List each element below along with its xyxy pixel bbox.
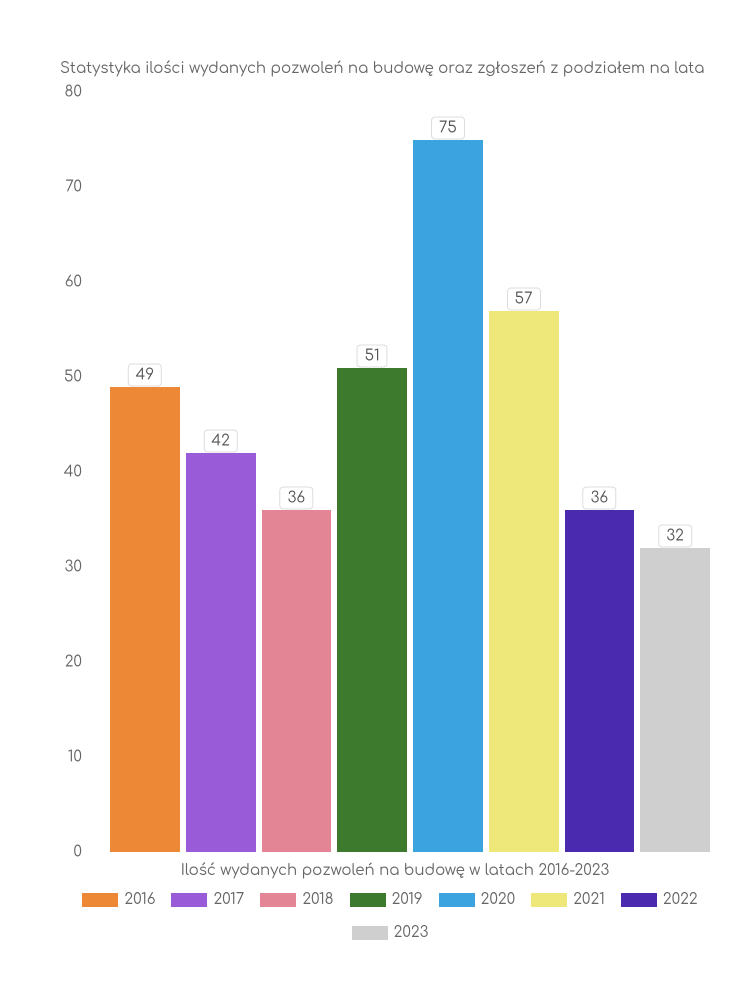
- legend-item-2019: 2019: [350, 891, 423, 908]
- y-tick: 0: [73, 844, 82, 861]
- bar-2018: 36: [262, 510, 332, 852]
- legend-label: 2022: [663, 891, 698, 908]
- bar-value-label: 51: [357, 344, 388, 367]
- bar-value-label: 57: [507, 287, 541, 310]
- legend-swatch: [171, 893, 207, 907]
- bar-value-label: 32: [658, 525, 692, 548]
- legend-item-2017: 2017: [171, 891, 244, 908]
- bar-2017: 42: [186, 453, 256, 852]
- legend-label: 2023: [394, 924, 429, 941]
- legend-swatch: [352, 926, 388, 940]
- bar-2016: 49: [110, 387, 180, 853]
- legend-swatch: [531, 893, 567, 907]
- legend-swatch: [350, 893, 386, 907]
- bar-value-label: 49: [128, 363, 162, 386]
- y-tick: 80: [65, 84, 82, 101]
- legend-label: 2018: [302, 891, 333, 908]
- legend-item-2023: 2023: [352, 924, 429, 941]
- legend-item-2020: 2020: [439, 891, 516, 908]
- legend-label: 2020: [481, 891, 516, 908]
- bar-2020: 75: [413, 140, 483, 853]
- legend: 2016 2017 2018 2019 2020 2021 2022 2023: [70, 891, 710, 941]
- y-tick: 50: [64, 369, 82, 386]
- bar-2023: 32: [640, 548, 710, 852]
- legend-swatch: [260, 893, 296, 907]
- bar-value-label: 36: [280, 487, 313, 510]
- bar-chart: Statystyka ilości wydanych pozwoleń na b…: [50, 60, 710, 960]
- bars-group: 4942365175573632: [110, 92, 710, 852]
- bar-value-label: 75: [431, 116, 465, 139]
- x-axis-label: Ilość wydanych pozwoleń na budowę w lata…: [80, 862, 710, 879]
- bar-value-label: 36: [583, 487, 616, 510]
- legend-swatch: [439, 893, 475, 907]
- y-tick: 20: [65, 654, 82, 671]
- y-tick: 60: [65, 274, 82, 291]
- y-tick: 10: [68, 749, 82, 766]
- chart-title: Statystyka ilości wydanych pozwoleń na b…: [60, 60, 710, 77]
- legend-item-2021: 2021: [531, 891, 605, 908]
- y-tick: 30: [65, 559, 82, 576]
- y-axis: 01020304050607080: [50, 92, 90, 852]
- legend-item-2016: 2016: [82, 891, 155, 908]
- bar-2019: 51: [337, 368, 407, 853]
- legend-label: 2021: [573, 891, 605, 908]
- legend-item-2018: 2018: [260, 891, 333, 908]
- bar-value-label: 42: [203, 430, 237, 453]
- y-tick: 40: [64, 464, 82, 481]
- legend-swatch: [82, 893, 118, 907]
- legend-label: 2016: [124, 891, 155, 908]
- bar-2022: 36: [565, 510, 635, 852]
- bar-2021: 57: [489, 311, 559, 853]
- legend-item-2022: 2022: [621, 891, 698, 908]
- y-tick: 70: [65, 179, 82, 196]
- legend-label: 2019: [392, 891, 423, 908]
- legend-label: 2017: [213, 891, 244, 908]
- plot-area: 01020304050607080 4942365175573632: [90, 92, 710, 852]
- legend-swatch: [621, 893, 657, 907]
